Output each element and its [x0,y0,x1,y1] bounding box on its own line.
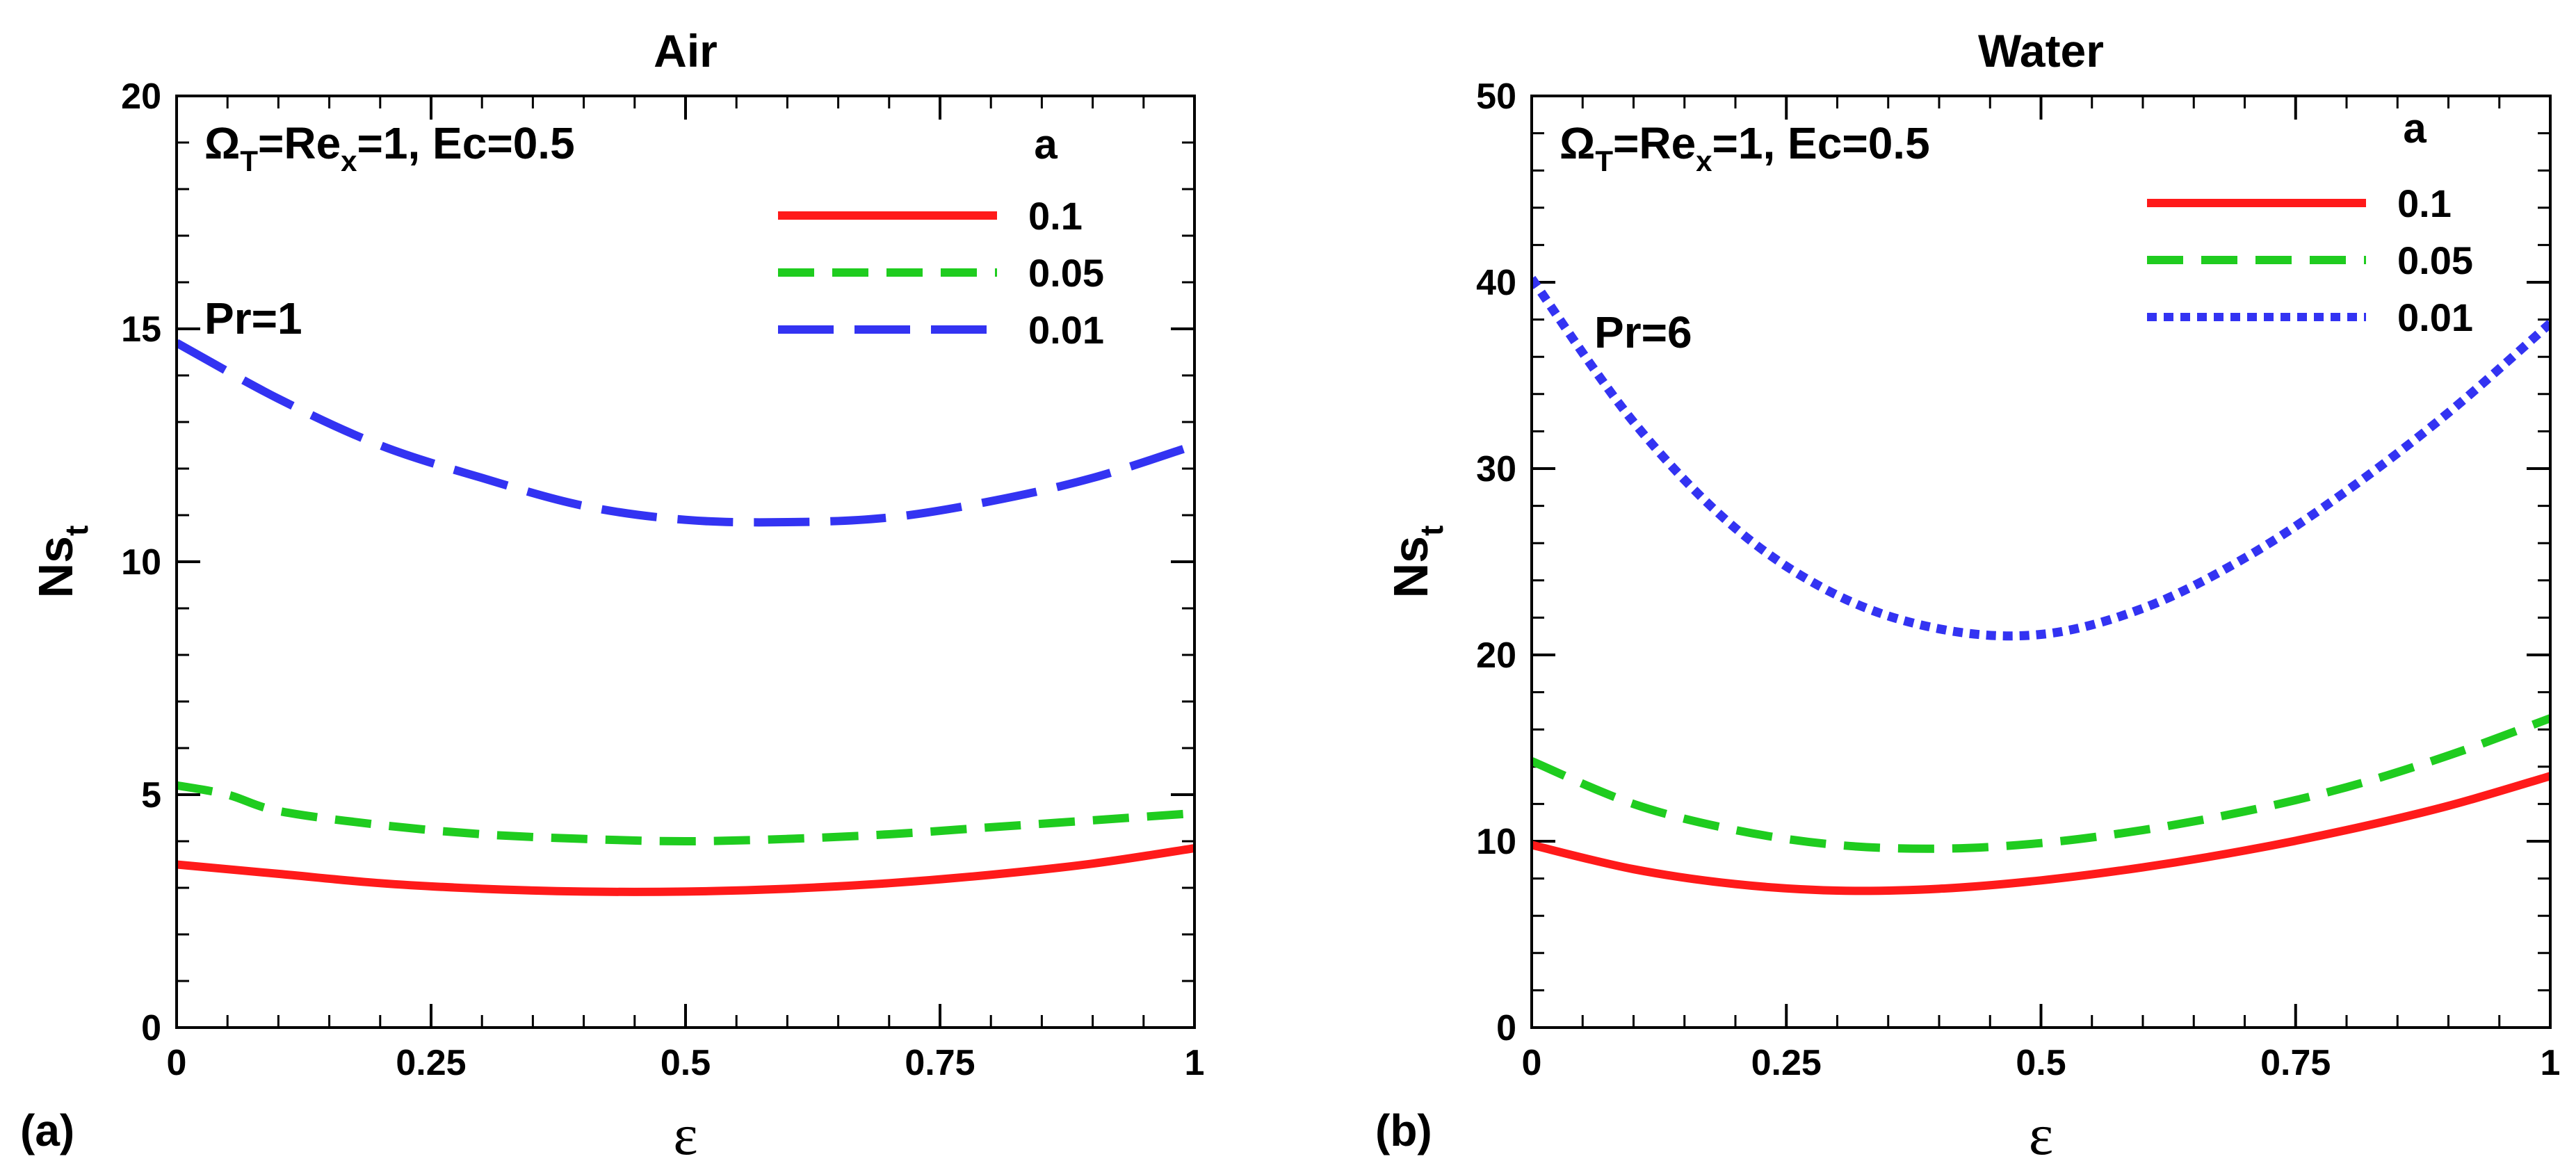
x-tick-label: 1 [1185,1043,1205,1083]
x-tick-label: 0 [1522,1043,1542,1083]
prandtl-annotation: Pr=6 [1594,307,1692,357]
y-tick-label: 10 [121,542,161,583]
series-line-0.01 [177,339,1194,527]
legend-label: 0.01 [2397,295,2473,339]
y-tick-label: 0 [141,1008,161,1048]
parameter-annotation: ΩT=Rex=1, Ec=0.5 [204,118,575,177]
chart-title: Air [654,25,718,76]
series-line-0.01 [1532,275,2550,641]
x-tick-label: 1 [2541,1043,2561,1083]
y-tick-label: 0 [1496,1008,1516,1048]
legend-label: 0.1 [1028,194,1083,238]
x-tick-label: 0.5 [661,1043,711,1083]
y-tick-label: 50 [1476,76,1516,117]
panel-label: (b) [1375,1105,1432,1155]
legend-label: 0.1 [2397,181,2452,225]
legend-title: a [1034,121,1058,168]
panel-label: (a) [20,1105,74,1155]
x-tick-label: 0.75 [905,1043,975,1083]
legend-title: a [2403,105,2427,152]
chart-panel-b: 0 10 20 30 40 50 0 0.25 0.5 0.75 1 Water Nst ε (b) ΩT=R… [1375,25,2560,1167]
legend-label: 0.01 [1028,308,1104,352]
y-tick-label: 10 [1476,822,1516,862]
chart-title: Water [1978,25,2104,76]
x-tick-label: 0 [167,1043,187,1083]
legend: a 0.1 0.05 0.01 [778,121,1104,352]
y-axis-label: Nst [29,526,95,599]
x-axis-label: ε [673,1103,697,1167]
x-axis-label: ε [2029,1103,2053,1167]
legend-label: 0.05 [2397,238,2473,282]
series-line-0.1 [177,844,1194,896]
y-tick-label: 30 [1476,449,1516,489]
y-tick-label: 15 [121,309,161,350]
parameter-annotation: ΩT=Rex=1, Ec=0.5 [1560,118,1930,177]
x-tick-label: 0.75 [2260,1043,2331,1083]
y-tick-label: 20 [1476,635,1516,676]
y-tick-label: 40 [1476,263,1516,303]
plot-frame [175,95,1196,1029]
y-tick-label: 5 [141,775,161,816]
legend: a 0.1 0.05 0.01 [2147,105,2473,339]
x-tick-label: 0.25 [1751,1043,1822,1083]
prandtl-annotation: Pr=1 [204,293,302,343]
series-line-0.1 [1532,772,2550,895]
legend-label: 0.05 [1028,251,1104,295]
chart-panel-a: 0 5 10 15 20 0 0.25 0.5 0.75 1 Air Nst ε (a) ΩT=Rex=1,… [20,25,1204,1167]
y-tick-label: 20 [121,76,161,117]
x-tick-label: 0.5 [2016,1043,2066,1083]
plot-frame [1530,95,2552,1029]
x-tick-label: 0.25 [396,1043,466,1083]
series-line-0.05 [177,781,1194,846]
y-axis-label: Nst [1384,526,1450,599]
series-line-0.05 [1532,714,2550,853]
